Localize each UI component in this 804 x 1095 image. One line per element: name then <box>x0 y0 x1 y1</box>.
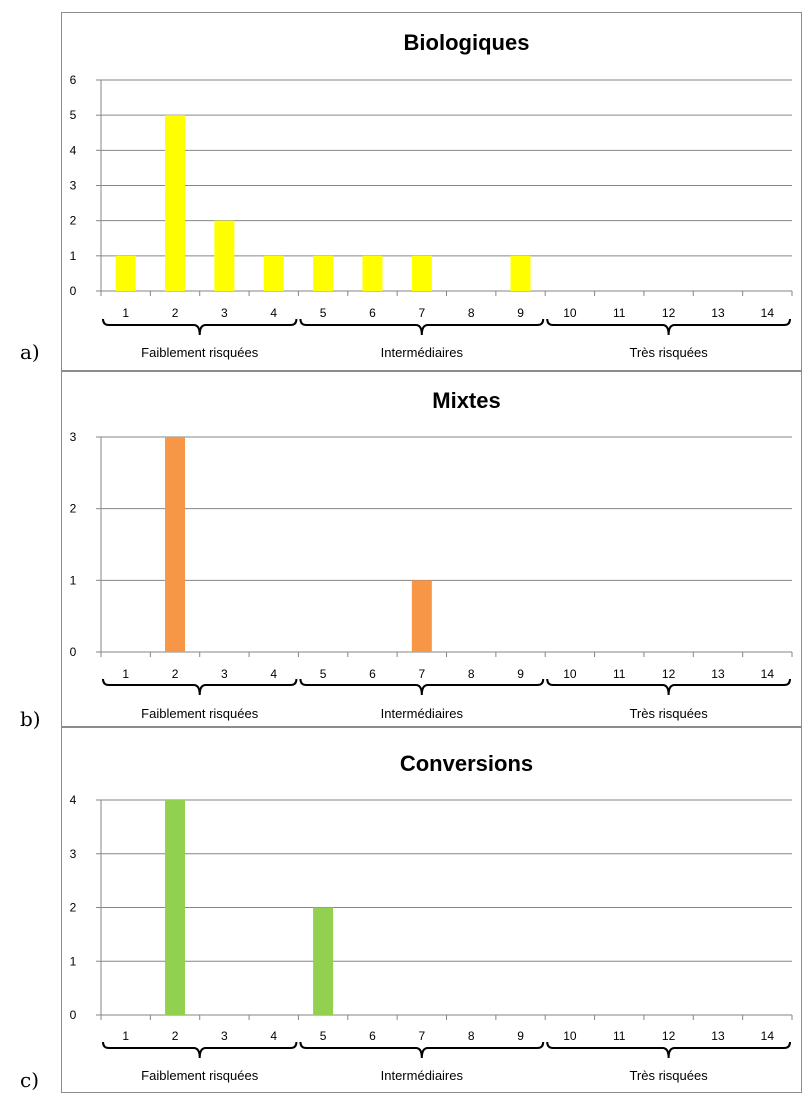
group-label-1: Intermédiaires <box>381 706 464 721</box>
x-tick-label: 14 <box>761 1029 775 1043</box>
x-tick-label: 7 <box>418 667 425 681</box>
group-label-1: Intermédiaires <box>381 1068 464 1083</box>
y-tick-label: 0 <box>70 645 77 659</box>
x-tick-label: 14 <box>761 667 775 681</box>
x-tick-label: 10 <box>563 306 577 320</box>
x-tick-label: 9 <box>517 1029 524 1043</box>
x-tick-label: 6 <box>369 667 376 681</box>
group-label-0: Faiblement risquées <box>141 1068 259 1083</box>
x-tick-label: 1 <box>122 1029 129 1043</box>
x-tick-label: 4 <box>270 667 277 681</box>
chart-title-2: Conversions <box>400 751 533 776</box>
y-tick-label: 6 <box>70 73 77 87</box>
x-tick-label: 3 <box>221 1029 228 1043</box>
group-brace-0 <box>102 1041 298 1059</box>
x-tick-label: 2 <box>172 306 179 320</box>
y-tick-label: 2 <box>70 502 77 516</box>
bar-2 <box>165 437 186 652</box>
group-label-1: Intermédiaires <box>381 345 464 360</box>
panel-label-c: c) <box>20 1068 40 1092</box>
group-brace-0 <box>102 318 298 336</box>
group-brace-2 <box>546 318 791 336</box>
x-tick-label: 2 <box>172 1029 179 1043</box>
y-tick-label: 0 <box>70 284 77 298</box>
x-tick-label: 12 <box>662 1029 676 1043</box>
group-label-0: Faiblement risquées <box>141 345 259 360</box>
y-tick-label: 5 <box>70 108 77 122</box>
x-tick-label: 5 <box>320 667 327 681</box>
bar-6 <box>362 255 383 291</box>
x-tick-label: 7 <box>418 1029 425 1043</box>
bar-4 <box>263 255 284 291</box>
x-tick-label: 1 <box>122 667 129 681</box>
group-brace-1 <box>299 678 545 696</box>
group-brace-1 <box>299 1041 545 1059</box>
x-tick-label: 3 <box>221 306 228 320</box>
bar-5 <box>313 255 334 291</box>
panel-label-a: a) <box>20 340 40 364</box>
x-tick-label: 6 <box>369 1029 376 1043</box>
group-label-2: Très risquées <box>629 1068 708 1083</box>
x-tick-label: 9 <box>517 306 524 320</box>
y-tick-label: 1 <box>70 954 77 968</box>
y-tick-label: 3 <box>70 430 77 444</box>
chart-title-1: Mixtes <box>432 388 500 413</box>
x-tick-label: 4 <box>270 1029 277 1043</box>
x-tick-label: 13 <box>711 667 725 681</box>
x-tick-label: 10 <box>563 667 577 681</box>
y-tick-label: 1 <box>70 573 77 587</box>
bar-5 <box>313 907 334 1015</box>
x-tick-label: 13 <box>711 306 725 320</box>
group-label-2: Très risquées <box>629 706 708 721</box>
x-tick-label: 11 <box>613 1029 626 1043</box>
x-tick-label: 2 <box>172 667 179 681</box>
x-tick-label: 5 <box>320 1029 327 1043</box>
bar-2 <box>165 115 186 292</box>
x-tick-label: 11 <box>613 306 626 320</box>
y-tick-label: 2 <box>70 214 77 228</box>
bar-7 <box>411 255 432 291</box>
x-tick-label: 10 <box>563 1029 577 1043</box>
y-tick-label: 3 <box>70 179 77 193</box>
x-tick-label: 9 <box>517 667 524 681</box>
chart-title-0: Biologiques <box>404 30 530 55</box>
y-tick-label: 0 <box>70 1008 77 1022</box>
y-tick-label: 1 <box>70 249 77 263</box>
bar-2 <box>165 800 186 1015</box>
bar-3 <box>214 220 235 291</box>
group-brace-2 <box>546 1041 791 1059</box>
group-brace-0 <box>102 678 298 696</box>
bar-9 <box>510 255 531 291</box>
x-tick-label: 5 <box>320 306 327 320</box>
group-label-2: Très risquées <box>629 345 708 360</box>
x-tick-label: 11 <box>613 667 626 681</box>
y-tick-label: 2 <box>70 901 77 915</box>
x-tick-label: 8 <box>468 1029 475 1043</box>
x-tick-label: 14 <box>761 306 775 320</box>
bar-1 <box>115 255 136 291</box>
x-tick-label: 4 <box>270 306 277 320</box>
y-tick-label: 4 <box>70 143 77 157</box>
x-tick-label: 3 <box>221 667 228 681</box>
x-tick-label: 1 <box>122 306 129 320</box>
x-tick-label: 8 <box>468 667 475 681</box>
group-label-0: Faiblement risquées <box>141 706 259 721</box>
x-tick-label: 6 <box>369 306 376 320</box>
y-tick-label: 4 <box>70 793 77 807</box>
group-brace-2 <box>546 678 791 696</box>
group-brace-1 <box>299 318 545 336</box>
x-tick-label: 8 <box>468 306 475 320</box>
y-tick-label: 3 <box>70 847 77 861</box>
x-tick-label: 7 <box>418 306 425 320</box>
x-tick-label: 12 <box>662 306 676 320</box>
bar-7 <box>411 580 432 652</box>
x-tick-label: 13 <box>711 1029 725 1043</box>
x-tick-label: 12 <box>662 667 676 681</box>
panel-label-b: b) <box>20 707 41 731</box>
